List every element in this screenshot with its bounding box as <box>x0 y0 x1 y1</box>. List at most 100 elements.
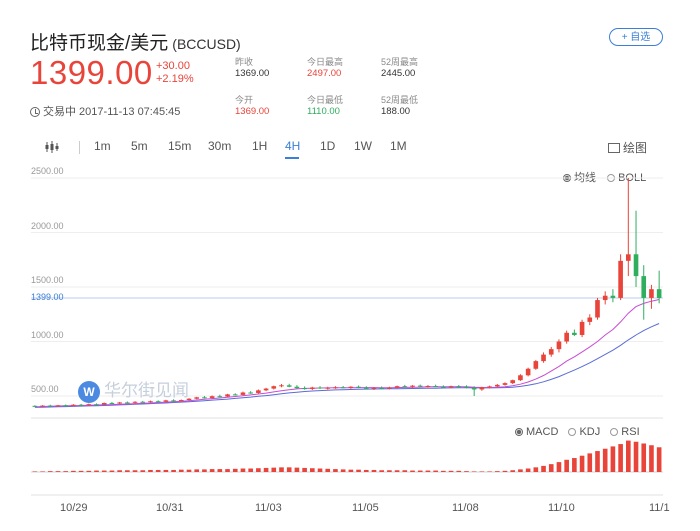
candle <box>47 405 53 407</box>
macd-bar <box>109 470 115 472</box>
candle <box>294 386 300 389</box>
macd-bar <box>479 471 485 472</box>
tab-1d[interactable]: 1D <box>320 139 336 153</box>
trade-status-text: 交易中 2017-11-13 07:45:45 <box>43 106 181 118</box>
candle <box>417 385 423 387</box>
tab-5m[interactable]: 5m <box>131 139 148 153</box>
macd-bar <box>194 469 200 472</box>
ma-slow-line <box>34 323 660 408</box>
tab-30m[interactable]: 30m <box>208 139 232 153</box>
candle <box>641 276 647 298</box>
macd-bar <box>402 470 408 472</box>
candle <box>302 388 307 390</box>
tab-4h[interactable]: 4H <box>285 139 301 153</box>
candle <box>479 387 485 390</box>
current-price: 1399.00 <box>30 54 153 91</box>
candlestick-icon[interactable] <box>44 141 60 153</box>
candle <box>209 396 215 398</box>
watermark: W 华尔街见闻 <box>78 376 189 403</box>
macd-bar <box>610 446 616 472</box>
trade-status: 交易中 2017-11-13 07:45:45 <box>30 103 180 119</box>
candle <box>155 401 161 403</box>
macd-bar <box>564 459 569 472</box>
candle <box>356 386 361 388</box>
macd-bar <box>548 464 554 472</box>
tab-1m-month[interactable]: 1M <box>390 139 407 153</box>
draw-button[interactable]: 绘图 <box>608 139 647 156</box>
tab-1h[interactable]: 1H <box>252 139 268 153</box>
macd-toggle[interactable]: MACD <box>515 426 558 438</box>
candle <box>525 368 531 376</box>
candle <box>263 388 269 391</box>
macd-bar <box>425 470 431 472</box>
candle <box>572 332 577 335</box>
moving-averages <box>34 299 660 408</box>
candle <box>225 394 230 397</box>
macd-bar <box>140 470 146 472</box>
candle <box>579 321 585 335</box>
add-favorite-button[interactable]: + 自选 <box>609 28 663 46</box>
candle <box>494 384 500 387</box>
chart-grid <box>31 177 663 496</box>
candle <box>271 386 277 389</box>
candle <box>610 295 616 298</box>
candle <box>325 387 331 389</box>
candle <box>425 385 431 387</box>
candle <box>564 332 569 342</box>
candle <box>433 385 438 387</box>
candle <box>186 398 192 401</box>
instrument-symbol: (BCCUSD) <box>172 36 241 52</box>
change-percent: +2.19% <box>156 73 194 85</box>
high-value: 2497.00 <box>307 68 342 79</box>
macd-bar <box>240 468 246 472</box>
candle <box>78 404 84 406</box>
candle <box>101 402 107 405</box>
macd-bar <box>155 469 161 472</box>
macd-bar <box>587 453 593 472</box>
candle <box>109 402 115 404</box>
macd-bar <box>387 470 392 472</box>
macd-bar <box>456 470 462 472</box>
low-value: 1110.00 <box>307 106 340 117</box>
candle <box>448 386 454 388</box>
y-tick-label: 500.00 <box>31 384 59 394</box>
macd-bar <box>302 467 307 472</box>
macd-bar <box>310 468 315 472</box>
candle <box>140 401 146 403</box>
macd-bar <box>618 444 623 472</box>
macd-bar <box>471 471 477 472</box>
x-tick-label: 10/31 <box>156 502 184 514</box>
macd-bar <box>217 469 223 472</box>
macd-bar <box>71 470 76 472</box>
candle <box>125 402 130 404</box>
kdj-toggle[interactable]: KDJ <box>568 426 600 438</box>
tab-1m[interactable]: 1m <box>94 139 111 153</box>
macd-histogram <box>31 440 663 473</box>
macd-bar <box>232 468 238 472</box>
macd-bar <box>494 471 500 472</box>
rsi-toggle[interactable]: RSI <box>610 426 640 438</box>
macd-bar <box>263 467 269 472</box>
draw-label: 绘图 <box>623 141 648 155</box>
macd-bar <box>256 468 261 472</box>
tab-15m[interactable]: 15m <box>168 139 192 153</box>
macd-bar <box>163 469 169 472</box>
candle <box>279 385 284 387</box>
tab-1w[interactable]: 1W <box>354 139 372 153</box>
macd-bar <box>333 469 338 472</box>
candle <box>310 387 315 389</box>
high-label: 今日最高 <box>307 57 344 67</box>
candle <box>248 392 253 394</box>
candle <box>464 386 469 388</box>
x-tick-label: 11/05 <box>352 502 379 514</box>
x-tick-label: 11/08 <box>452 502 479 514</box>
candle <box>502 383 508 385</box>
x-tick-label: 11/1 <box>649 502 670 514</box>
macd-bar <box>248 468 253 472</box>
macd-bar <box>171 469 176 472</box>
page-title: 比特币现金/美元 (BCCUSD) <box>30 28 241 55</box>
macd-bar <box>518 469 523 472</box>
candle <box>402 386 408 388</box>
macd-bar <box>178 469 184 472</box>
